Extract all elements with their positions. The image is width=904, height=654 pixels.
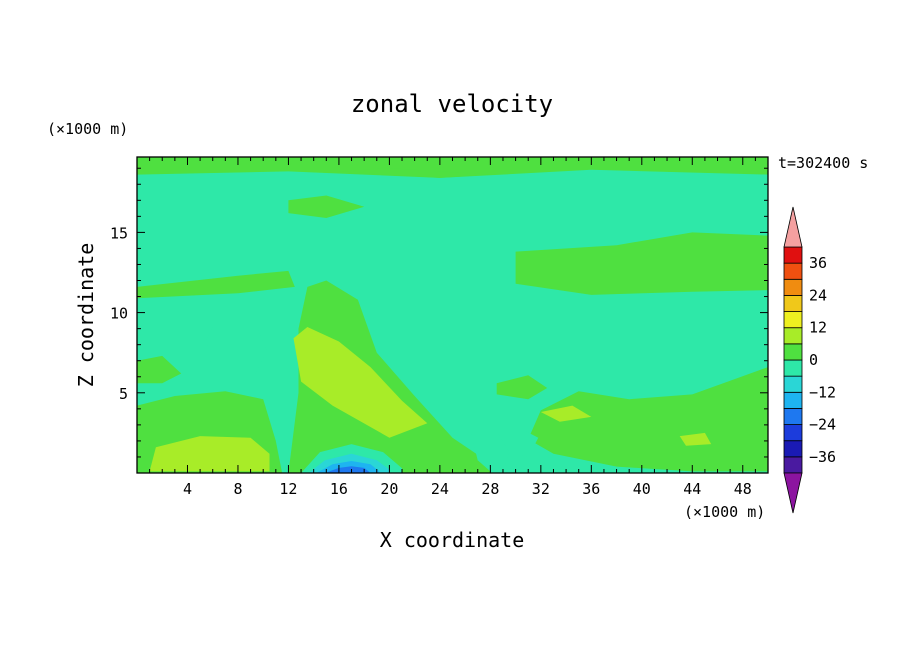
y-axis-unit: (×1000 m): [47, 120, 128, 138]
velocity-region: [528, 367, 768, 472]
colorbar-band: [783, 391, 803, 409]
x-tick-label: 32: [532, 480, 550, 498]
y-tick-label: 15: [110, 224, 128, 242]
x-tick-label: 24: [431, 480, 449, 498]
y-tick-label: 5: [119, 385, 128, 403]
velocity-region: [471, 431, 510, 472]
colorbar-tick-label: 24: [809, 286, 827, 304]
x-axis-unit: (×1000 m): [684, 503, 765, 521]
velocity-region: [515, 431, 539, 457]
velocity-region: [515, 232, 768, 295]
velocity-region: [325, 466, 371, 473]
x-tick-label: 36: [582, 480, 600, 498]
velocity-region: [137, 157, 768, 178]
velocity-region: [288, 280, 491, 473]
x-tick-label: 8: [233, 480, 242, 498]
y-tick-label: 10: [110, 305, 128, 323]
x-tick-label: 44: [683, 480, 701, 498]
x-tick-label: 16: [330, 480, 348, 498]
colorbar-tick-label: 0: [809, 351, 818, 369]
y-axis-label: Z coordinate: [74, 243, 98, 388]
x-tick-label: 20: [380, 480, 398, 498]
velocity-region: [540, 405, 592, 422]
x-tick-label: 40: [633, 480, 651, 498]
colorbar-band: [783, 278, 803, 296]
x-axis-label: X coordinate: [380, 528, 525, 552]
velocity-region: [137, 355, 182, 384]
velocity-region: [496, 375, 548, 400]
colorbar-band: [783, 246, 803, 264]
colorbar-tick-label: 12: [809, 319, 827, 337]
colorbar-band: [783, 262, 803, 280]
x-tick-label: 4: [183, 480, 192, 498]
velocity-region: [679, 432, 712, 446]
colorbar-band: [783, 327, 803, 345]
velocity-region: [149, 436, 270, 472]
x-tick-label: 48: [734, 480, 752, 498]
x-tick-label: 12: [279, 480, 297, 498]
colorbar-band: [783, 359, 803, 377]
colorbar-tick-label: −12: [809, 383, 836, 401]
colorbar-tick-label: −24: [809, 416, 836, 434]
chart-title: zonal velocity: [351, 90, 553, 118]
velocity-region: [137, 270, 295, 299]
colorbar-band: [783, 375, 803, 393]
x-tick-label: 28: [481, 480, 499, 498]
colorbar-over-arrow: [783, 206, 803, 248]
colorbar-band: [783, 456, 803, 474]
time-label: t=302400 s: [778, 154, 868, 172]
colorbar-band: [783, 440, 803, 458]
velocity-region: [293, 327, 428, 438]
colorbar-band: [783, 295, 803, 312]
colorbar-tick-label: −36: [809, 448, 836, 466]
velocity-region: [338, 168, 491, 178]
colorbar-band: [783, 424, 803, 442]
colorbar-under-arrow: [783, 472, 803, 514]
colorbar: 36 24 12 0 −12 −24 −36: [783, 206, 836, 514]
velocity-field: [137, 157, 768, 473]
velocity-region: [206, 327, 267, 376]
colorbar-tick-label: 36: [809, 254, 827, 272]
colorbar-band: [783, 343, 803, 361]
colorbar-band: [783, 311, 803, 329]
colorbar-band: [783, 408, 803, 425]
velocity-region: [288, 195, 365, 218]
